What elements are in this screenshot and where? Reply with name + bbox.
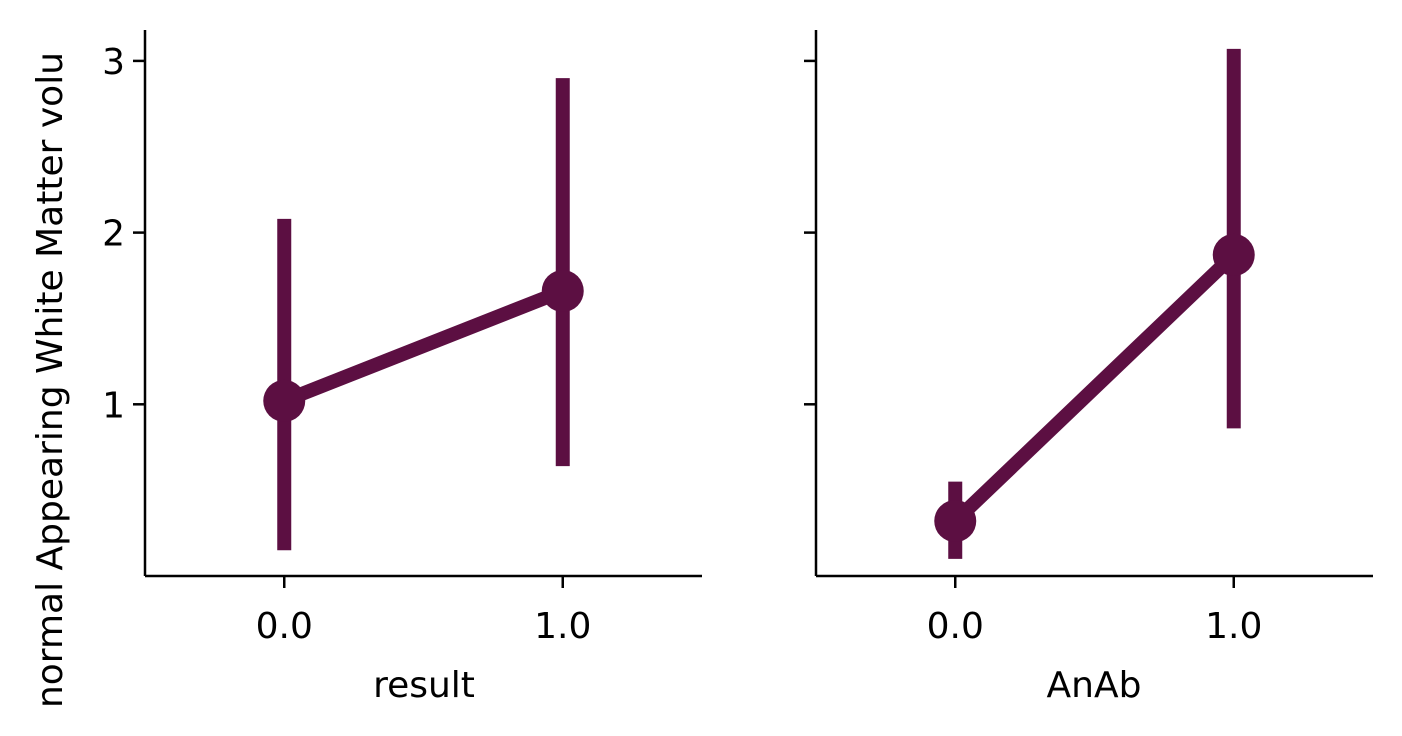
x-axis-label-anab: AnAb xyxy=(1047,665,1142,706)
x-axis-label-result: result xyxy=(373,665,475,706)
data-point xyxy=(263,379,306,422)
series-line xyxy=(950,249,1239,527)
y-tick-label: 1 xyxy=(102,385,125,426)
data-point xyxy=(541,269,584,312)
x-tick-label: 0.0 xyxy=(256,606,313,647)
series-line xyxy=(281,284,566,408)
data-point xyxy=(1212,233,1255,276)
x-tick-label: 1.0 xyxy=(534,606,591,647)
y-tick-label: 3 xyxy=(102,42,125,83)
panel-result: result 1 2 3 0.0 1.0 xyxy=(102,30,702,706)
y-axis-label: normal Appearing White Matter volu xyxy=(30,52,71,708)
panel-anab: AnAb 0.0 1.0 xyxy=(804,30,1373,706)
y-tick-label: 2 xyxy=(102,214,125,255)
x-tick-label: 1.0 xyxy=(1205,606,1262,647)
data-point xyxy=(934,500,977,543)
x-tick-label: 0.0 xyxy=(927,606,984,647)
